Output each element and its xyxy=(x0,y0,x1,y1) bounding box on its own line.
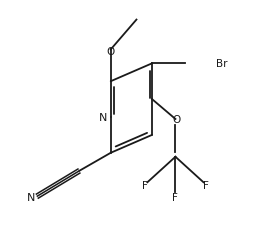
Text: F: F xyxy=(142,180,148,190)
Text: N: N xyxy=(99,112,107,122)
Text: O: O xyxy=(107,47,115,57)
Text: N: N xyxy=(27,192,35,202)
Text: Br: Br xyxy=(216,59,227,69)
Text: F: F xyxy=(203,180,209,190)
Text: O: O xyxy=(172,115,180,125)
Text: F: F xyxy=(172,192,178,202)
